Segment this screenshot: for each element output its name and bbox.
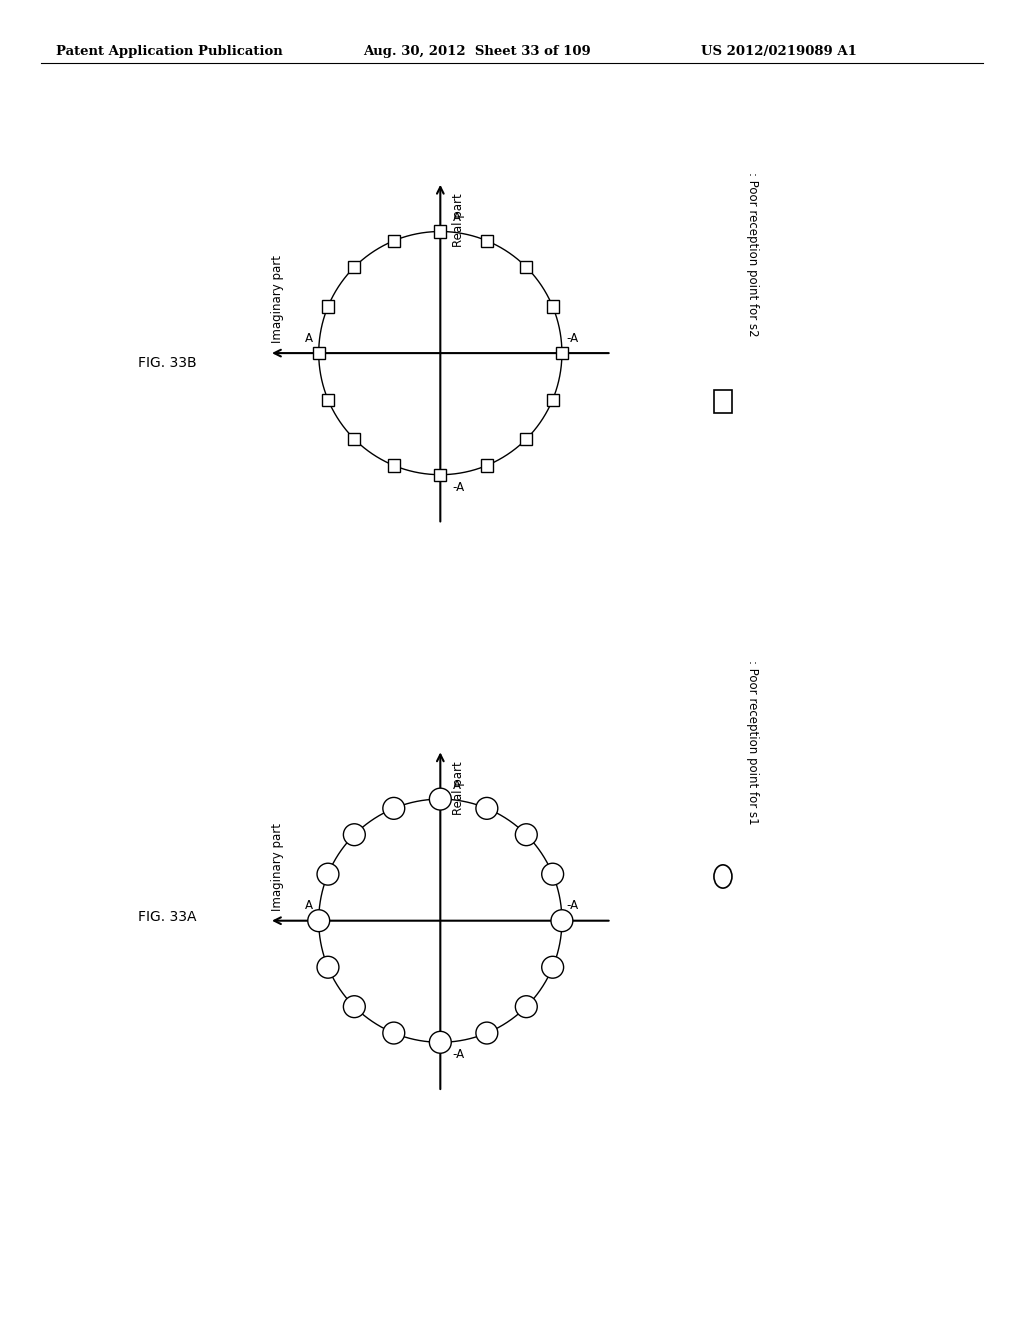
Text: A: A <box>305 899 312 912</box>
Circle shape <box>476 797 498 820</box>
Text: Imaginary part: Imaginary part <box>271 822 284 911</box>
Text: -A: -A <box>567 899 579 912</box>
Text: US 2012/0219089 A1: US 2012/0219089 A1 <box>701 45 857 58</box>
Circle shape <box>551 909 572 932</box>
Bar <box>322 301 334 313</box>
Text: : Poor reception point for s2: : Poor reception point for s2 <box>746 172 759 337</box>
Circle shape <box>343 995 366 1018</box>
Text: Real part: Real part <box>453 194 466 247</box>
Text: FIG. 33A: FIG. 33A <box>138 911 197 924</box>
Bar <box>434 469 446 480</box>
Bar <box>481 459 493 471</box>
Circle shape <box>429 788 452 810</box>
Circle shape <box>542 863 563 886</box>
Text: A: A <box>453 779 461 792</box>
Circle shape <box>317 956 339 978</box>
Text: -A: -A <box>453 1048 465 1061</box>
Text: : Poor reception point for s1: : Poor reception point for s1 <box>746 660 759 825</box>
Bar <box>312 347 325 359</box>
Text: A: A <box>305 331 312 345</box>
Bar <box>556 347 568 359</box>
Circle shape <box>542 956 563 978</box>
Bar <box>547 301 559 313</box>
Bar <box>322 393 334 405</box>
Bar <box>547 393 559 405</box>
Circle shape <box>714 865 732 888</box>
Circle shape <box>343 824 366 846</box>
Circle shape <box>383 1022 404 1044</box>
Bar <box>434 226 446 238</box>
Text: FIG. 33B: FIG. 33B <box>138 356 197 370</box>
Circle shape <box>515 995 538 1018</box>
Text: -A: -A <box>453 480 465 494</box>
Bar <box>714 389 732 413</box>
Circle shape <box>515 824 538 846</box>
Circle shape <box>308 909 330 932</box>
Text: Imaginary part: Imaginary part <box>271 255 284 343</box>
Text: Aug. 30, 2012  Sheet 33 of 109: Aug. 30, 2012 Sheet 33 of 109 <box>364 45 591 58</box>
Text: -A: -A <box>567 331 579 345</box>
Circle shape <box>317 863 339 886</box>
Bar <box>388 459 399 471</box>
Bar <box>388 235 399 247</box>
Text: Patent Application Publication: Patent Application Publication <box>56 45 283 58</box>
Bar <box>520 433 532 445</box>
Circle shape <box>429 1031 452 1053</box>
Bar <box>481 235 493 247</box>
Text: Real part: Real part <box>453 762 466 814</box>
Bar <box>348 433 360 445</box>
Bar <box>348 261 360 273</box>
Circle shape <box>476 1022 498 1044</box>
Bar <box>520 261 532 273</box>
Circle shape <box>383 797 404 820</box>
Text: A: A <box>453 211 461 224</box>
